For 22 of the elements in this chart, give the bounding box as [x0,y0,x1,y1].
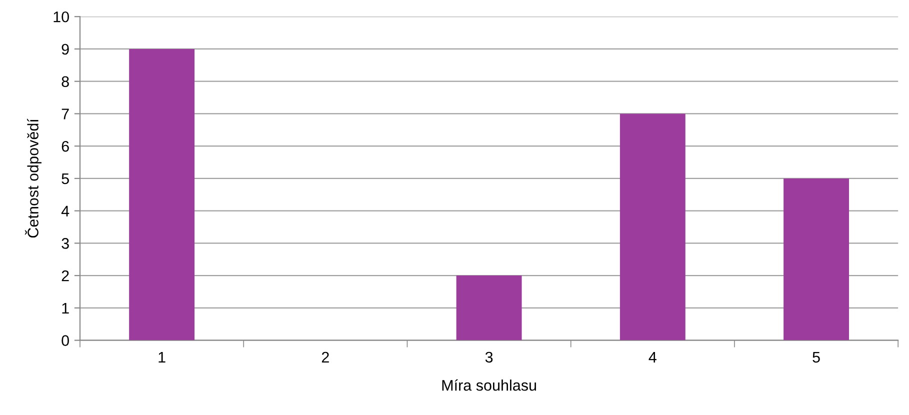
bar [620,114,686,340]
bar [456,276,522,340]
bar [784,178,850,340]
y-tick-label: 8 [62,76,69,88]
x-tick-label: 2 [322,352,329,362]
x-tick-label: 4 [648,352,656,362]
y-tick-label: 7 [62,108,69,120]
y-axis-title: Četnost odpovědí [24,118,42,238]
bar [129,48,195,340]
y-tick-label: 9 [62,44,69,55]
x-tick-label: 1 [158,352,166,362]
y-tick-label: 3 [62,238,69,249]
x-axis-title: Míra souhlasu [442,379,536,391]
y-tick-label: 6 [62,140,69,152]
y-tick-label: 4 [61,206,70,216]
x-tick-label: 3 [485,352,493,363]
y-tick-label: 1 [62,302,69,314]
x-tick-label: 5 [812,352,820,363]
y-tick-label: 0 [62,335,69,346]
y-tick-label: 5 [62,173,69,184]
y-tick-label: 10 [54,11,69,22]
y-tick-label: 2 [62,270,69,282]
